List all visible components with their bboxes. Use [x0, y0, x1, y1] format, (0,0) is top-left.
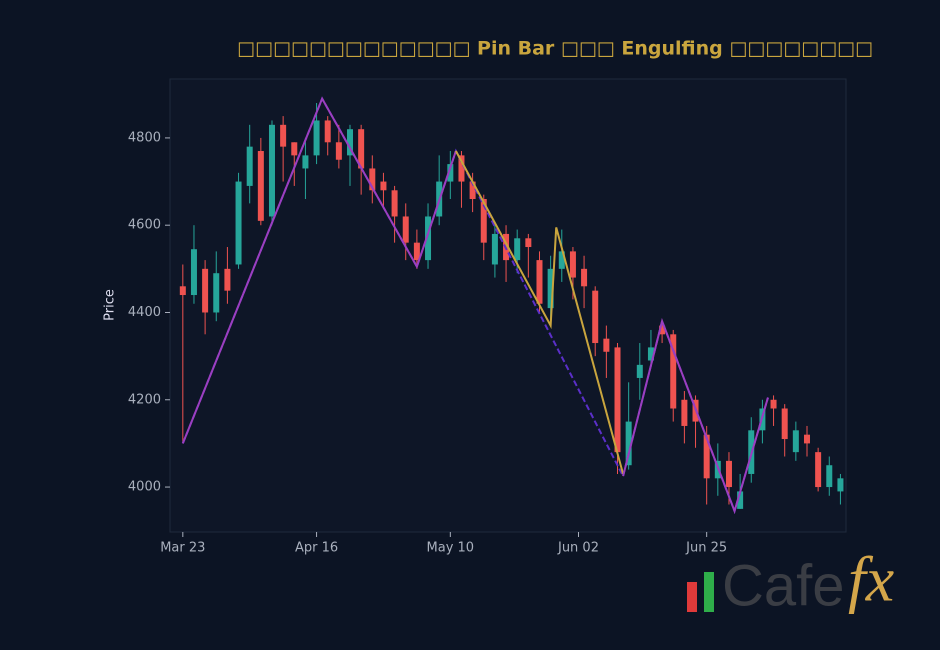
x-tick-label: Jun 02	[557, 541, 599, 556]
candle-body	[324, 120, 331, 143]
candle-body	[402, 216, 409, 243]
zigzag-line	[622, 317, 769, 515]
candle-body	[413, 242, 420, 261]
x-tick-label: Mar 23	[160, 541, 205, 556]
candle-body	[725, 460, 732, 488]
candle-body	[235, 181, 242, 265]
candle-body	[391, 190, 398, 217]
chart-title: □□□□□□□□□□□□□ Pin Bar □□□ Engulfing □□□□…	[237, 38, 873, 60]
candle-body	[770, 399, 777, 409]
candle-body	[469, 181, 476, 200]
candle-body	[803, 434, 810, 444]
candle-body	[224, 268, 231, 291]
candle-body	[257, 151, 264, 221]
candle-body	[491, 233, 498, 265]
candle-body	[447, 164, 454, 182]
candle-body	[837, 478, 844, 492]
candle-body	[826, 465, 833, 488]
y-tick-label: 4200	[128, 392, 161, 407]
candle-body	[380, 181, 387, 191]
candle-body	[213, 273, 220, 313]
candle-body	[525, 238, 532, 248]
candle-body	[480, 199, 487, 243]
candle-body	[514, 238, 521, 261]
candle-body	[547, 268, 554, 309]
candle-body	[358, 129, 365, 169]
x-tick-label: Apr 16	[295, 541, 338, 556]
candle-body	[280, 124, 287, 147]
candle-body	[347, 129, 354, 156]
candle-body	[268, 124, 275, 217]
zigzag-line	[181, 96, 457, 444]
candle-body	[581, 268, 588, 287]
y-tick-label: 4800	[128, 130, 161, 145]
candle-body	[792, 430, 799, 453]
zigzag-line	[455, 150, 625, 475]
candle-body	[681, 399, 688, 426]
candle-body	[815, 452, 822, 488]
candle-body	[614, 347, 621, 453]
candle-body	[458, 155, 465, 182]
candle-body	[737, 491, 744, 509]
candle-body	[335, 142, 342, 160]
candle-body	[603, 338, 610, 352]
candle-body	[536, 260, 543, 304]
candle-body	[369, 168, 376, 191]
candle-body	[781, 408, 788, 440]
candle-body	[569, 251, 576, 278]
logo-icon	[704, 572, 714, 612]
candle-body	[246, 146, 253, 186]
candle-body	[302, 155, 309, 169]
candle-body	[190, 249, 197, 296]
candle-body	[647, 347, 654, 361]
x-tick-label: Jun 25	[685, 541, 727, 556]
y-axis-label: Price	[103, 289, 118, 321]
logo-icon	[687, 582, 697, 612]
candle-body	[313, 120, 320, 156]
y-tick-label: 4600	[128, 218, 161, 233]
candle-body	[558, 251, 565, 269]
candle-body	[425, 216, 432, 261]
y-tick-label: 4000	[128, 480, 161, 495]
candle-body	[670, 334, 677, 409]
x-tick-label: May 10	[427, 541, 475, 556]
logo-text: Cafe	[722, 553, 845, 618]
logo-text: fx	[848, 544, 894, 615]
candle-body	[659, 325, 666, 335]
logo: Cafe fx	[687, 544, 894, 618]
candle-body	[636, 364, 643, 378]
candle-body	[291, 142, 298, 156]
candle-body	[703, 434, 710, 479]
candle-body	[202, 268, 209, 313]
candle-body	[179, 286, 186, 296]
candle-body	[625, 421, 632, 466]
y-tick-label: 4400	[128, 305, 161, 320]
candle-body	[592, 290, 599, 344]
